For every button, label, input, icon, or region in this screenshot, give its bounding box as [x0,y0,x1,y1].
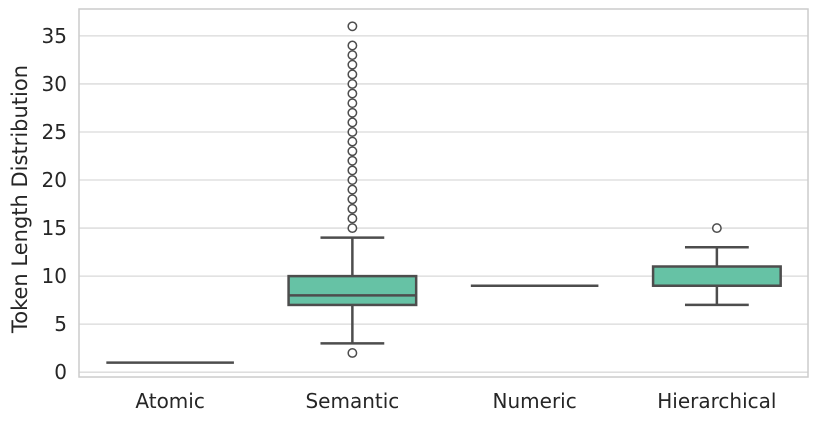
outlier-point [347,40,358,51]
x-tick-label-semantic: Semantic [305,389,399,413]
outlier-point [347,348,358,358]
outlier-point [347,184,358,195]
outlier-point [347,69,358,80]
outlier-point [347,146,358,157]
outlier-point [347,21,358,32]
y-tick-label-0: 0 [54,360,67,384]
outlier-point [347,136,358,147]
outlier-point [347,165,358,176]
outlier-point [347,78,358,89]
outlier-point [347,117,358,128]
y-axis-title: Token Length Distribution [8,65,32,334]
x-tick-label-hierarchical: Hierarchical [657,389,776,413]
outlier-point [347,98,358,109]
y-tick-label-5: 5 [54,312,67,336]
outlier-point [347,203,358,214]
outlier-point [347,155,358,166]
x-axis-ticks: Atomic Semantic Numeric Hierarchical [135,389,776,413]
y-tick-label-25: 25 [42,120,67,144]
box-group-semantic [287,21,418,358]
outlier-point [347,175,358,185]
outlier-point [347,107,358,118]
outlier-point [347,50,358,61]
y-tick-label-15: 15 [42,216,67,240]
boxes [106,21,782,364]
y-tick-label-35: 35 [42,24,67,48]
y-tick-label-20: 20 [42,168,67,192]
x-tick-label-atomic: Atomic [135,389,204,413]
outlier-point [347,88,358,99]
outlier-point [711,223,722,234]
iqr-box [287,274,418,307]
outlier-point [347,59,358,70]
x-tick-label-numeric: Numeric [493,389,577,413]
iqr-box [651,265,782,287]
outlier-point [347,194,358,205]
y-tick-label-10: 10 [42,264,67,288]
outlier-point [347,127,358,137]
y-tick-label-30: 30 [42,72,67,96]
box-group-hierarchical [651,223,782,307]
outlier-point [347,223,358,234]
outlier-point [347,213,358,224]
y-axis-ticks: 0 5 10 15 20 25 30 35 [42,24,67,384]
grid-lines [79,35,808,373]
plot-area-frame [78,8,809,378]
